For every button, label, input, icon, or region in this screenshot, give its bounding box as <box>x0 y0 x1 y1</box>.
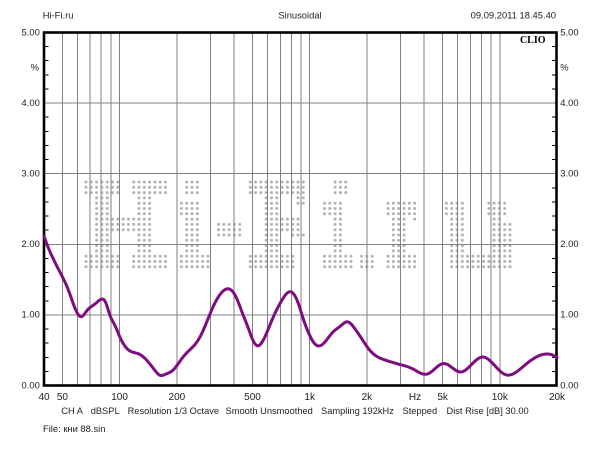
svg-text:1.00: 1.00 <box>560 309 578 320</box>
svg-text:Sinusoidal: Sinusoidal <box>278 9 321 20</box>
svg-text:100: 100 <box>111 392 128 403</box>
svg-text:5.00: 5.00 <box>560 26 578 37</box>
svg-text:2.00: 2.00 <box>560 238 578 249</box>
svg-text:Sampling 192kHz: Sampling 192kHz <box>321 406 394 416</box>
svg-text:0.00: 0.00 <box>560 379 578 390</box>
svg-text:CH A: CH A <box>61 406 83 416</box>
svg-text:1.00: 1.00 <box>22 309 40 320</box>
svg-text:CLIO: CLIO <box>520 35 546 46</box>
svg-text:%: % <box>31 62 39 73</box>
svg-text:2.00: 2.00 <box>22 238 40 249</box>
svg-text:Resolution 1/3 Octave: Resolution 1/3 Octave <box>128 406 219 416</box>
svg-text:4.00: 4.00 <box>22 97 40 108</box>
svg-text:%: % <box>560 62 568 73</box>
svg-text:20k: 20k <box>549 392 566 403</box>
svg-text:5.00: 5.00 <box>22 26 40 37</box>
svg-text:40: 40 <box>38 392 50 403</box>
svg-text:09.09.2011 18.45.40: 09.09.2011 18.45.40 <box>471 9 556 20</box>
svg-text:Stepped: Stepped <box>403 406 438 416</box>
svg-text:dBSPL: dBSPL <box>91 406 120 416</box>
svg-text:Hz: Hz <box>409 392 421 403</box>
svg-text:5k: 5k <box>437 392 449 403</box>
svg-text:Dist Rise [dB] 30.00: Dist Rise [dB] 30.00 <box>447 406 529 416</box>
svg-text:File: кни 88.sin: File: кни 88.sin <box>43 423 105 434</box>
svg-text:3.00: 3.00 <box>560 168 578 179</box>
svg-text:0.00: 0.00 <box>22 379 40 390</box>
svg-text:200: 200 <box>169 392 186 403</box>
svg-text:Hi-Fi.ru: Hi-Fi.ru <box>43 9 74 20</box>
svg-text:50: 50 <box>57 392 69 403</box>
svg-text:4.00: 4.00 <box>560 97 578 108</box>
svg-text:1k: 1k <box>304 392 316 403</box>
svg-text:3.00: 3.00 <box>22 168 40 179</box>
svg-text:Smooth Unsmoothed: Smooth Unsmoothed <box>226 406 313 416</box>
svg-text:2k: 2k <box>362 392 374 403</box>
svg-text:10k: 10k <box>492 392 509 403</box>
svg-text:500: 500 <box>244 392 261 403</box>
